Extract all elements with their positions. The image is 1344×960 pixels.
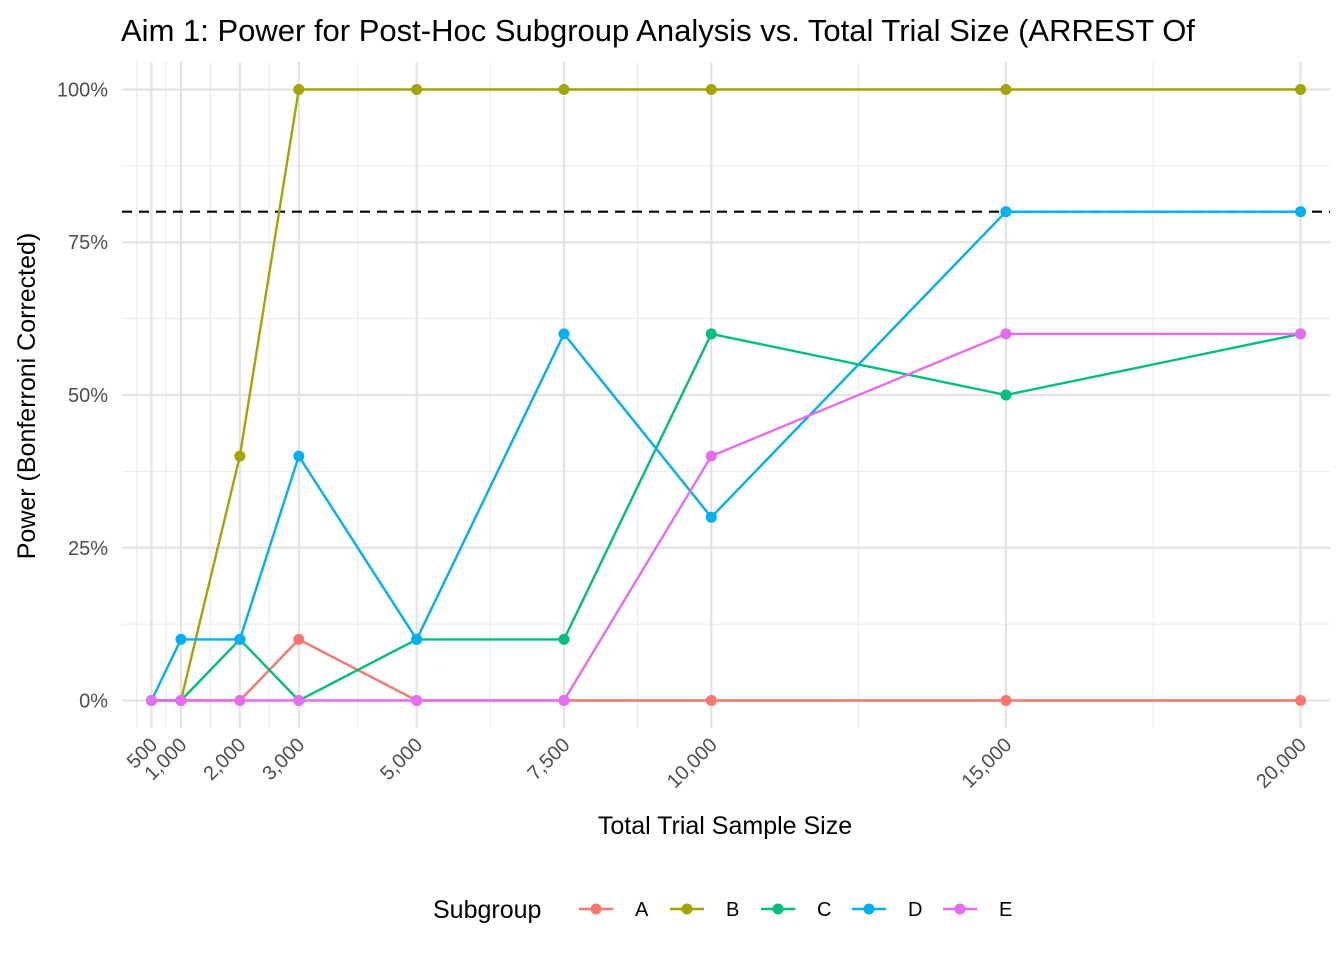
legend-label: C xyxy=(817,899,831,921)
legend-key-point xyxy=(772,903,784,915)
x-tick-label: 5,000 xyxy=(376,734,427,785)
point-E-15000 xyxy=(1000,328,1012,340)
legend-key-point xyxy=(590,903,602,915)
y-tick-label: 50% xyxy=(68,385,108,407)
x-tick-label: 2,000 xyxy=(199,734,250,785)
y-tick-label: 100% xyxy=(57,79,108,101)
y-axis-title: Power (Bonferroni Corrected) xyxy=(13,233,41,560)
legend: Subgroup A B C D E xyxy=(433,896,1012,924)
point-C-10000 xyxy=(705,328,717,340)
legend-item-A: A xyxy=(579,899,649,921)
point-A-10000 xyxy=(705,695,717,707)
x-tick-label: 7,500 xyxy=(524,734,575,785)
point-B-7500 xyxy=(558,83,570,95)
y-tick-label: 75% xyxy=(68,232,108,254)
point-E-7500 xyxy=(558,695,570,707)
legend-label: D xyxy=(908,899,922,921)
point-E-10000 xyxy=(705,450,717,462)
point-E-20000 xyxy=(1295,328,1307,340)
chart-title: Aim 1: Power for Post-Hoc Subgroup Analy… xyxy=(121,13,1195,48)
point-D-3000 xyxy=(293,450,305,462)
point-A-15000 xyxy=(1000,695,1012,707)
point-D-10000 xyxy=(705,511,717,523)
y-axis-ticks: 0% 25% 50% 75% 100% xyxy=(57,79,108,712)
legend-item-E: E xyxy=(943,899,1012,921)
series-line-E xyxy=(151,332,1301,702)
point-B-2000 xyxy=(234,450,246,462)
y-tick-label: 0% xyxy=(79,691,108,713)
legend-label: B xyxy=(726,899,739,921)
legend-item-B: B xyxy=(670,899,739,921)
point-A-3000 xyxy=(293,633,305,645)
point-B-20000 xyxy=(1295,83,1307,95)
point-B-10000 xyxy=(705,83,717,95)
point-D-5000 xyxy=(411,633,423,645)
point-E-2000 xyxy=(234,695,246,707)
point-B-3000 xyxy=(293,83,305,95)
point-E-5000 xyxy=(411,695,423,707)
legend-label: E xyxy=(999,899,1012,921)
point-D-1000 xyxy=(175,633,187,645)
point-C-7500 xyxy=(558,633,570,645)
point-D-20000 xyxy=(1295,206,1307,218)
legend-key-point xyxy=(681,903,693,915)
point-E-500 xyxy=(145,695,157,707)
point-D-15000 xyxy=(1000,206,1012,218)
x-tick-label: 20,000 xyxy=(1252,734,1311,793)
point-C-15000 xyxy=(1000,389,1012,401)
point-B-5000 xyxy=(411,83,423,95)
series-line-A xyxy=(151,638,1301,702)
point-B-15000 xyxy=(1000,83,1012,95)
point-D-2000 xyxy=(234,633,246,645)
legend-key-point xyxy=(954,903,966,915)
series-line-D xyxy=(150,210,1301,702)
point-A-20000 xyxy=(1295,695,1307,707)
x-tick-label: 15,000 xyxy=(958,734,1017,793)
point-E-1000 xyxy=(175,695,187,707)
x-tick-label: 3,000 xyxy=(258,734,309,785)
legend-label: A xyxy=(635,899,649,921)
series-line-C xyxy=(151,332,1301,702)
legend-key-point xyxy=(863,903,875,915)
legend-item-D: D xyxy=(852,899,922,921)
y-tick-label: 25% xyxy=(68,538,108,560)
grid xyxy=(122,62,1330,728)
x-tick-label: 10,000 xyxy=(663,734,722,793)
point-D-7500 xyxy=(558,328,570,340)
point-E-3000 xyxy=(293,695,305,707)
x-axis-title: Total Trial Sample Size xyxy=(598,812,852,840)
legend-title: Subgroup xyxy=(433,896,541,924)
series-points xyxy=(145,83,1307,707)
legend-item-C: C xyxy=(761,899,831,921)
